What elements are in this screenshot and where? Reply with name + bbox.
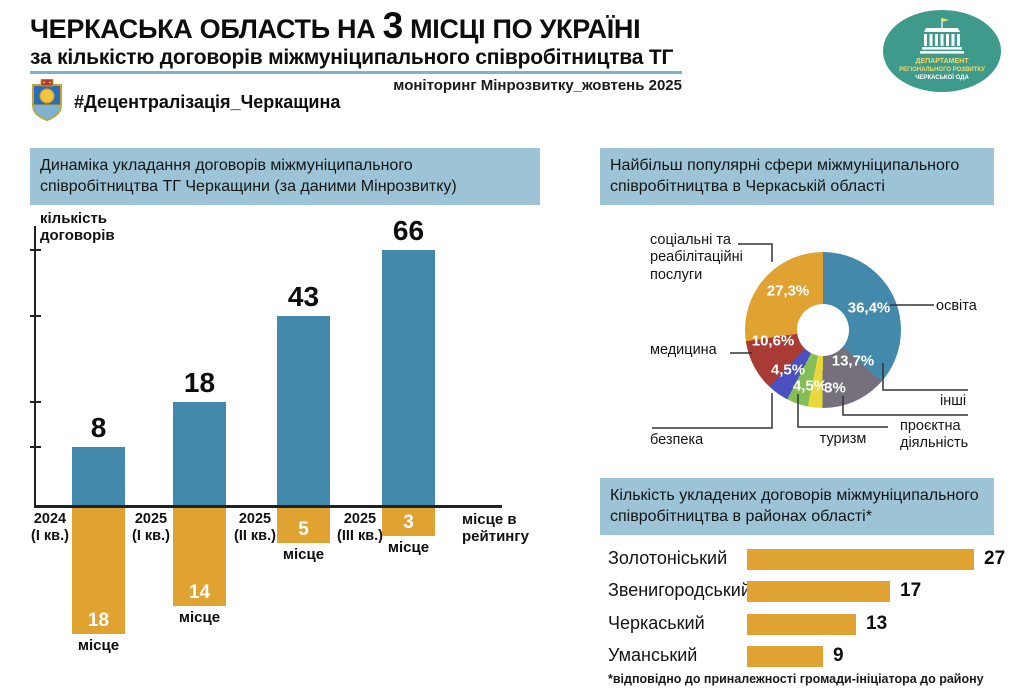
x-axis-line xyxy=(34,505,502,508)
x-category-label: 2025 (ІІІ кв.) xyxy=(337,511,383,544)
header-divider xyxy=(30,71,682,74)
department-logo: ДЕПАРТАМЕНТ РЕГІОНАЛЬНОГО РОЗВИТКУ ЧЕРКА… xyxy=(880,8,1004,99)
logo-line1: ДЕПАРТАМЕНТ xyxy=(915,58,969,65)
slice-percent-label: 13,7% xyxy=(831,352,875,370)
district-value-label: 9 xyxy=(833,645,844,666)
slice-percent-label: 3% xyxy=(824,379,846,397)
district-label: Звенигородський xyxy=(608,580,751,600)
contracts-value-label: 8 xyxy=(90,412,107,443)
district-value-label: 17 xyxy=(900,580,922,601)
place-suffix-label: місце xyxy=(282,546,325,563)
y-axis-tick xyxy=(30,249,41,251)
place-bar xyxy=(382,508,435,536)
contracts-bar xyxy=(173,402,226,505)
donut-hole xyxy=(797,304,849,356)
place-bar xyxy=(173,508,226,606)
district-label: Уманський xyxy=(608,645,698,665)
slice-category-label: проєктна діяльність xyxy=(900,418,969,452)
spheres-chart: 36,4% освіта 13,7% інші 3% проєктна діяльніст… xyxy=(600,200,1014,472)
x-category-label: 2025 (ІІ кв.) xyxy=(234,511,276,544)
x-axis-label: місце в рейтингу xyxy=(462,511,529,546)
dynamics-chart: кількість договорів місце в рейтингу 202… xyxy=(30,210,570,670)
place-suffix-label: місце xyxy=(387,539,430,556)
slice-percent-label: 10,6% xyxy=(751,332,795,350)
place-value-label: 14 xyxy=(188,582,211,603)
contracts-bar xyxy=(382,250,435,505)
slice-percent-label: 27,3% xyxy=(766,282,810,300)
hashtag-label: #Децентралізація_Черкащина xyxy=(74,92,341,112)
districts-footnote: *відповідно до приналежності громади-іні… xyxy=(608,672,984,686)
spheres-panel-title: Найбільш популярні сфери міжмуніципально… xyxy=(600,148,994,205)
x-category-label: 2025 (І кв.) xyxy=(132,511,170,544)
slice-percent-label: 36,4% xyxy=(847,299,891,317)
place-suffix-label: місце xyxy=(178,609,221,626)
logo-line3: ЧЕРКАСЬКОЇ ОДА xyxy=(915,74,969,81)
contracts-value-label: 43 xyxy=(287,281,320,312)
district-bar xyxy=(747,581,890,602)
district-label: Золотоніський xyxy=(608,548,728,568)
slice-percent-label: 4,5% xyxy=(792,377,828,395)
x-category-label: 2024 (І кв.) xyxy=(31,511,69,544)
y-axis-line xyxy=(34,226,36,508)
y-axis-tick xyxy=(30,446,41,448)
slice-category-label: медицина xyxy=(650,342,717,358)
slice-category-label: безпека xyxy=(650,432,704,448)
hashtag-row: #Децентралізація_Черкащина xyxy=(30,78,341,126)
place-suffix-label: місце xyxy=(77,637,120,654)
place-value-label: 3 xyxy=(403,512,414,533)
slice-percent-label: 4,5% xyxy=(770,361,806,379)
y-axis-tick xyxy=(30,401,41,403)
y-axis-label: кількість договорів xyxy=(40,210,115,245)
page-title: ЧЕРКАСЬКА ОБЛАСТЬ НА 3 МІСЦІ ПО УКРАЇНІ xyxy=(30,7,641,45)
department-building-icon: ДЕПАРТАМЕНТ РЕГІОНАЛЬНОГО РОЗВИТКУ ЧЕРКА… xyxy=(883,10,1001,92)
y-axis-tick xyxy=(30,315,41,317)
district-bar xyxy=(747,549,974,570)
district-bar xyxy=(747,614,856,635)
districts-chart: Золотоніський 27 Звенигородський 17 Черкаськ… xyxy=(600,542,1024,674)
page-title-rank: 3 xyxy=(382,5,404,46)
page-title-suffix: МІСЦІ ПО УКРАЇНІ xyxy=(402,14,641,44)
district-value-label: 13 xyxy=(866,613,888,634)
district-bar xyxy=(747,646,823,667)
contracts-bar xyxy=(72,447,125,505)
page-subtitle: за кількістю договорів міжмуніципального… xyxy=(30,46,674,69)
page-title-prefix: ЧЕРКАСЬКА ОБЛАСТЬ НА xyxy=(30,14,383,44)
monitoring-caption: моніторинг Мінрозвитку_жовтень 2025 xyxy=(393,77,682,94)
logo-line2: РЕГІОНАЛЬНОГО РОЗВИТКУ xyxy=(899,67,985,73)
contracts-value-label: 18 xyxy=(183,367,216,398)
slice-category-label: інші xyxy=(940,393,967,409)
dynamics-panel-title: Динаміка укладання договорів міжмуніципа… xyxy=(30,148,540,205)
slice-category-label: туризм xyxy=(819,431,867,447)
slice-category-label: соціальні та реабілітаційні послуги xyxy=(650,232,743,283)
place-bar xyxy=(277,508,330,543)
place-value-label: 18 xyxy=(87,610,110,631)
place-value-label: 5 xyxy=(298,519,309,540)
district-label: Черкаський xyxy=(608,613,705,633)
cherkasy-coat-of-arms-icon xyxy=(30,78,64,126)
slice-category-label: освіта xyxy=(936,298,977,314)
contracts-value-label: 66 xyxy=(392,215,425,246)
districts-panel-title: Кількість укладених договорів міжмуніцип… xyxy=(600,478,994,535)
place-bar xyxy=(72,508,125,634)
district-value-label: 27 xyxy=(984,548,1006,569)
contracts-bar xyxy=(277,316,330,505)
